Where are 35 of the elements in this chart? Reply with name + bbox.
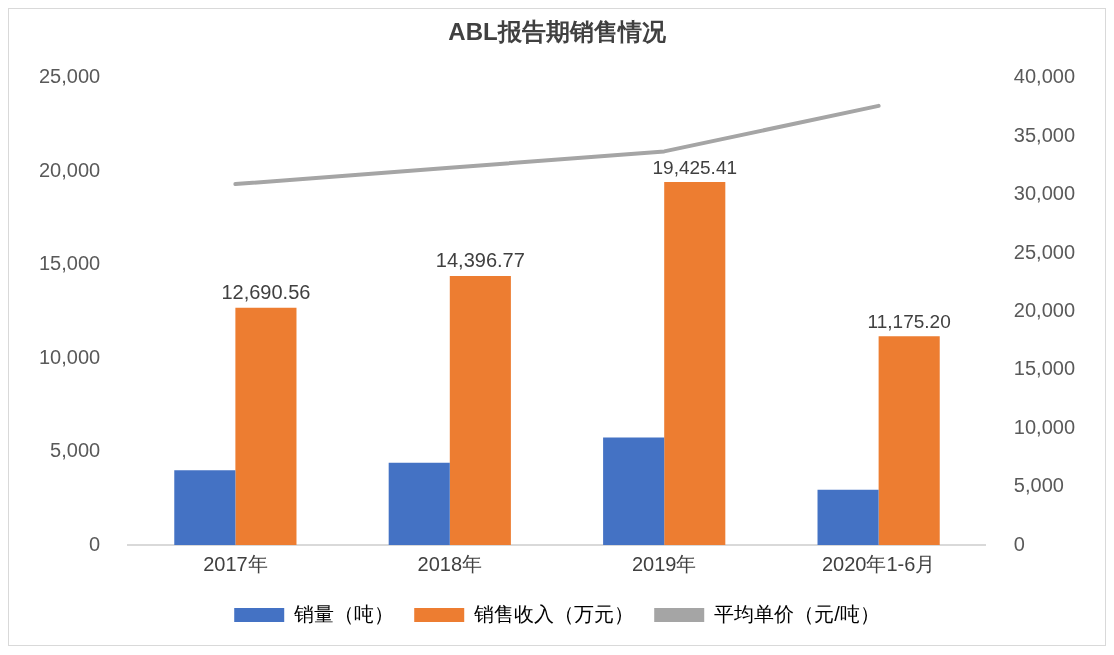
y2-tick-label: 30,000 bbox=[1013, 182, 1075, 205]
legend-label: 平均单价（元/吨） bbox=[714, 602, 880, 625]
chart-title: ABL报告期销售情况 bbox=[448, 18, 667, 46]
y2-tick-label: 0 bbox=[1013, 532, 1025, 555]
y2-tick-label: 20,000 bbox=[1013, 298, 1075, 321]
legend-label: 销量（吨） bbox=[293, 602, 395, 625]
bar bbox=[174, 470, 236, 545]
y2-tick-label: 25,000 bbox=[1013, 240, 1075, 263]
y-tick-label: 5,000 bbox=[50, 439, 101, 462]
x-tick-label: 2020年1-6月 bbox=[821, 552, 936, 575]
legend-label: 销售收入（万元） bbox=[473, 602, 635, 625]
y-tick-label: 15,000 bbox=[39, 252, 101, 275]
y-tick-label: 20,000 bbox=[39, 158, 101, 181]
y2-tick-label: 5,000 bbox=[1013, 474, 1064, 497]
bar bbox=[388, 462, 450, 545]
x-tick-label: 2017年 bbox=[203, 552, 268, 575]
bar bbox=[878, 336, 940, 545]
data-label: 12,690.56 bbox=[221, 281, 311, 304]
y-tick-label: 10,000 bbox=[39, 345, 101, 368]
bar bbox=[603, 437, 665, 545]
data-label: 19,425.41 bbox=[652, 156, 738, 178]
bar bbox=[449, 275, 511, 545]
data-label: 14,396.77 bbox=[435, 249, 525, 272]
bar bbox=[817, 489, 879, 545]
y-tick-label: 25,000 bbox=[39, 65, 101, 88]
bar bbox=[664, 181, 726, 545]
y-tick-label: 0 bbox=[89, 532, 101, 555]
y2-tick-label: 10,000 bbox=[1013, 415, 1075, 438]
x-tick-label: 2019年 bbox=[631, 552, 697, 575]
bar bbox=[235, 307, 297, 545]
data-label: 11,175.20 bbox=[867, 310, 951, 332]
y2-tick-label: 15,000 bbox=[1013, 357, 1075, 380]
x-tick-label: 2018年 bbox=[417, 552, 483, 575]
y2-tick-label: 35,000 bbox=[1013, 123, 1075, 146]
y2-tick-label: 40,000 bbox=[1013, 65, 1075, 88]
